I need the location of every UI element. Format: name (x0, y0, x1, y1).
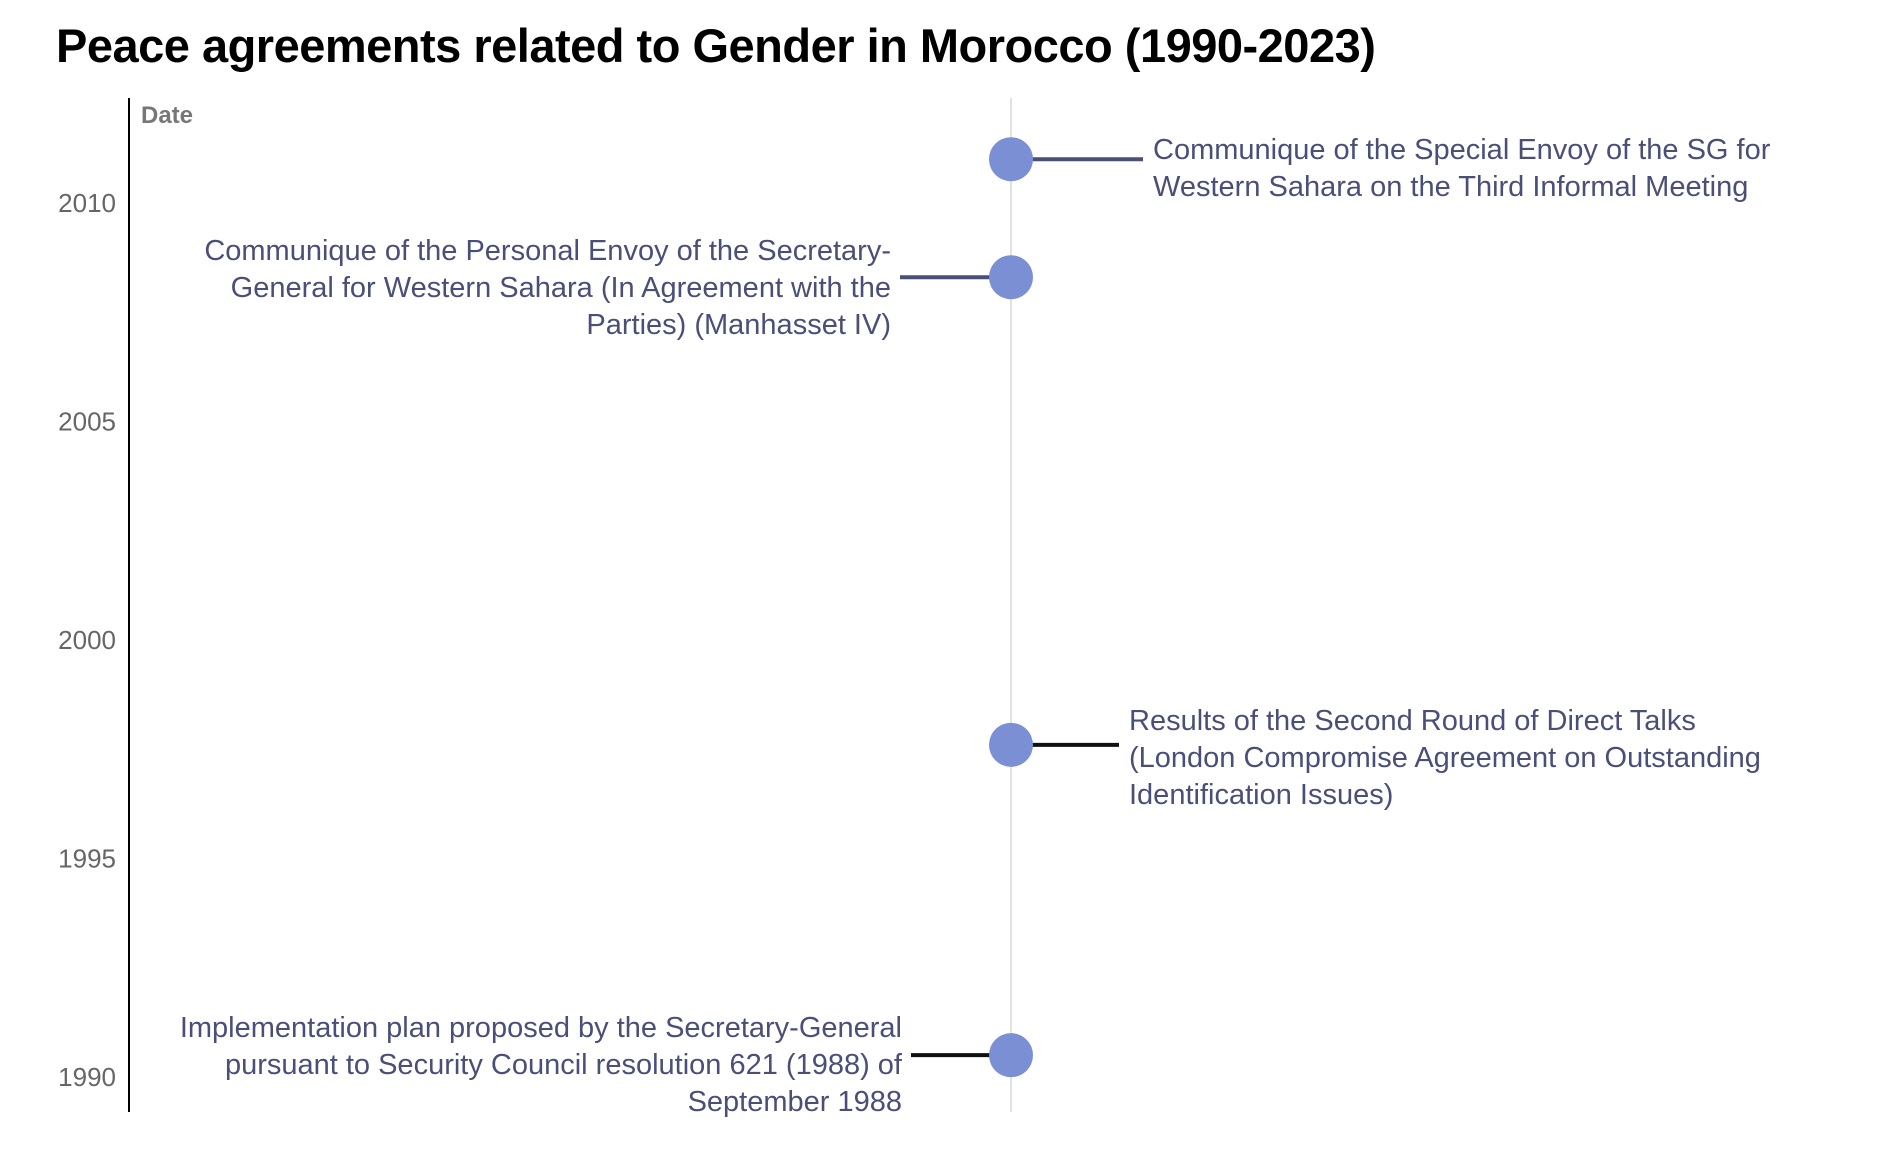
event-label: Implementation plan proposed by the Secr… (180, 1012, 903, 1118)
event-label-line: (London Compromise Agreement on Outstand… (1129, 742, 1761, 774)
event-label-line: Identification Issues) (1129, 779, 1393, 811)
timeline-event: Communique of the Special Envoy of the S… (989, 134, 1771, 203)
y-tick-label: 1995 (58, 844, 116, 874)
event-label: Communique of the Special Envoy of the S… (1153, 134, 1771, 203)
timeline-event: Communique of the Personal Envoy of the … (204, 235, 1033, 341)
event-label-line: Western Sahara on the Third Informal Mee… (1153, 171, 1748, 203)
event-label: Communique of the Personal Envoy of the … (204, 235, 891, 341)
event-label-line: Communique of the Personal Envoy of the … (204, 235, 891, 267)
y-tick-label: 1990 (58, 1062, 116, 1092)
event-point[interactable] (989, 1033, 1033, 1078)
event-label-line: pursuant to Security Council resolution … (225, 1049, 903, 1081)
y-tick-label: 2000 (58, 625, 116, 655)
y-axis-title: Date (141, 102, 193, 129)
event-label-line: General for Western Sahara (In Agreement… (231, 272, 891, 304)
event-label-line: September 1988 (688, 1086, 902, 1118)
event-point[interactable] (989, 255, 1033, 300)
event-label-line: Parties) (Manhasset IV) (586, 309, 891, 341)
event-point[interactable] (989, 722, 1033, 767)
y-tick-label: 2010 (58, 188, 116, 218)
timeline-event: Implementation plan proposed by the Secr… (180, 1012, 1033, 1118)
timeline-events: Communique of the Special Envoy of the S… (180, 134, 1771, 1118)
timeline-event: Results of the Second Round of Direct Ta… (989, 705, 1761, 811)
event-label-line: Communique of the Special Envoy of the S… (1153, 134, 1771, 166)
event-point[interactable] (989, 137, 1033, 182)
event-label: Results of the Second Round of Direct Ta… (1129, 705, 1761, 811)
event-label-line: Results of the Second Round of Direct Ta… (1129, 705, 1696, 737)
y-tick-label: 2005 (58, 406, 116, 436)
y-axis-ticks: 1990 1995 2000 2005 2010 (58, 188, 116, 1092)
event-label-line: Implementation plan proposed by the Secr… (180, 1012, 902, 1044)
chart-title: Peace agreements related to Gender in Mo… (56, 19, 1376, 72)
